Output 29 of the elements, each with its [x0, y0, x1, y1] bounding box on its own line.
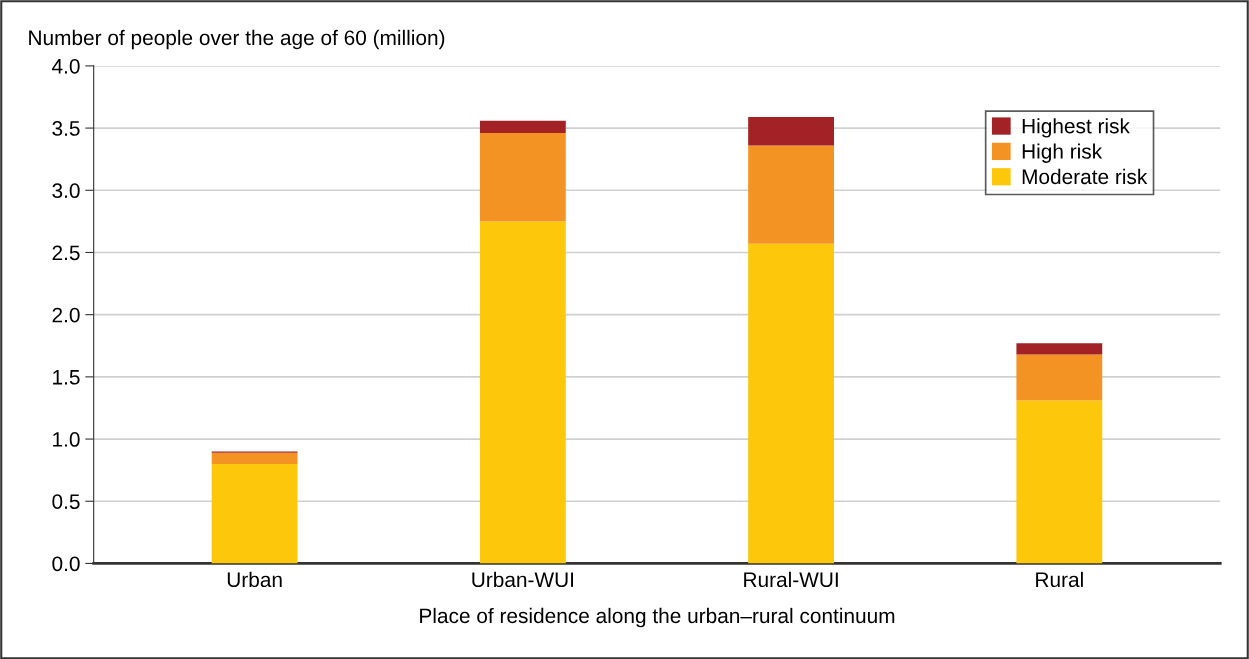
bar — [1016, 354, 1103, 401]
x-tick-label: Urban — [227, 571, 282, 588]
y-tick-label: 1.0 — [53, 432, 80, 447]
bar — [211, 463, 298, 564]
bar — [479, 221, 566, 564]
bar — [748, 145, 835, 244]
y-tick-label: 3.0 — [52, 183, 80, 199]
x-tick-label: Rural — [1036, 571, 1083, 588]
legend-label: Moderate risk — [1022, 168, 1148, 185]
y-tick-label: 0.5 — [52, 494, 80, 510]
y-tick-label: 2.0 — [52, 307, 80, 323]
bar — [748, 243, 835, 564]
bar — [748, 116, 835, 146]
bar — [479, 133, 566, 222]
y-tick-label: 3.5 — [52, 121, 80, 136]
y-tick-label: 0.0 — [52, 556, 80, 572]
y-tick-label: 1.5 — [53, 370, 80, 385]
legend-label: Highest risk — [1022, 118, 1130, 138]
x-tick-label: Rural-WUI — [744, 571, 838, 588]
bar — [479, 120, 566, 134]
y-tick-label: 4.0 — [52, 58, 80, 74]
x-axis-title: Place of residence along the urban–rural continuum — [420, 607, 895, 628]
bar — [211, 452, 298, 464]
legend-label: High risk — [1022, 143, 1103, 163]
bar — [1016, 343, 1103, 355]
y-axis-title: Number of people over the age of 60 (million) — [29, 29, 445, 50]
bar — [1016, 400, 1103, 564]
x-tick-label: Urban-WUI — [472, 571, 574, 588]
y-tick-label: 2.5 — [52, 245, 80, 261]
